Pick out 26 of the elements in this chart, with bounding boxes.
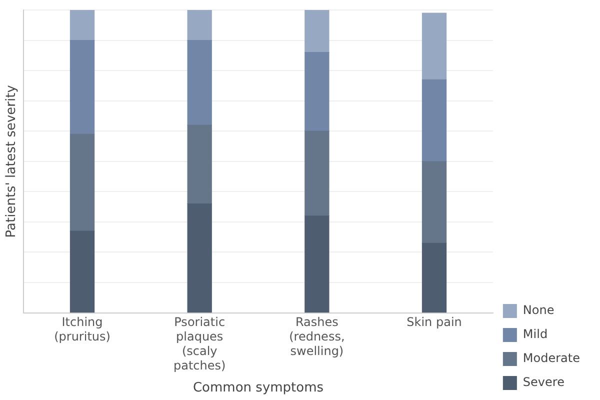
bar xyxy=(304,52,330,132)
legend-label: Moderate xyxy=(522,351,580,366)
bar xyxy=(422,242,447,313)
bar xyxy=(187,10,212,41)
bar xyxy=(70,40,95,134)
bar xyxy=(187,203,212,313)
x-axis-title: Common symptoms xyxy=(192,380,324,396)
legend-label: None xyxy=(522,303,554,318)
bar xyxy=(422,79,447,162)
x-tick-label: Itching (pruritus) xyxy=(54,315,110,344)
bar xyxy=(422,12,447,80)
bar xyxy=(70,10,95,41)
x-tick-label: Rashes (redness, swelling) xyxy=(289,315,345,358)
bar xyxy=(304,130,330,216)
x-tick-label: Psoriatic plaques (scaly patches) xyxy=(173,315,226,372)
legend-label: Mild xyxy=(522,327,548,342)
legend-label: Severe xyxy=(522,375,564,390)
bar xyxy=(304,216,330,313)
y-axis-title: Patients' latest severity xyxy=(4,84,20,238)
x-tick-label: Skin pain xyxy=(406,315,462,330)
bar xyxy=(304,10,330,53)
bar xyxy=(70,230,95,313)
bar xyxy=(187,40,212,126)
bar xyxy=(70,134,95,232)
bar xyxy=(187,124,212,204)
bar xyxy=(422,161,447,244)
